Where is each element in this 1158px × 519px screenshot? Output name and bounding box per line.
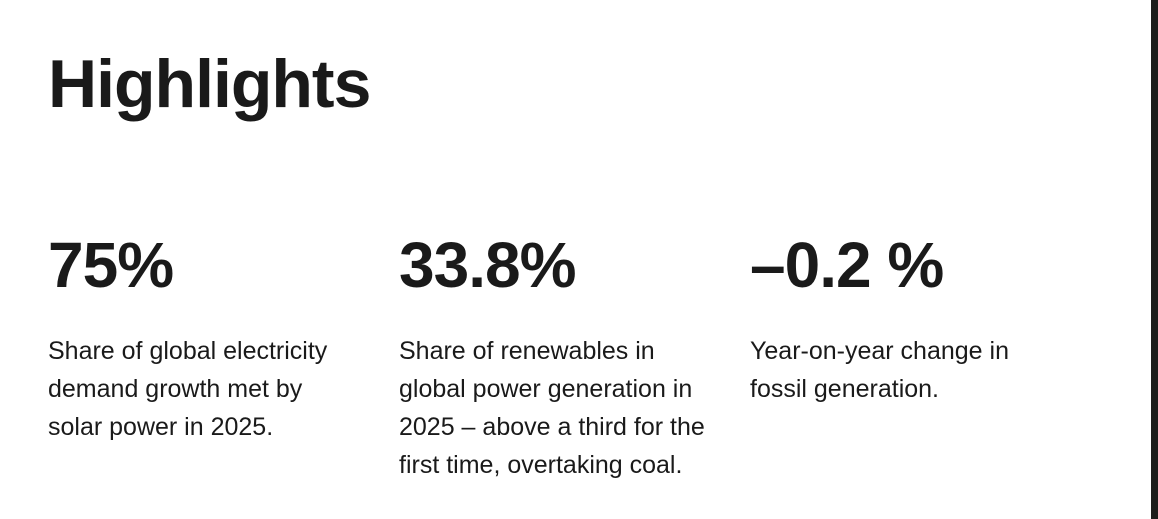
stat-description-fossil: Year-on-year change in fossil generation… [750,336,1009,403]
stat-value-fossil: –0.2 % [750,228,944,301]
section-heading: Highlights [48,46,371,122]
stat-description-renewables: Share of renewables in global power gene… [399,336,705,479]
stat-solar-demand: 75% Share of global electricity demand g… [48,228,358,484]
stat-fossil-change: –0.2 % Year-on-year change in fossil gen… [750,228,1060,484]
stat-value-solar: 75% [48,228,174,301]
stat-renewables-share: 33.8% Share of renewables in global powe… [399,228,709,484]
stat-description-solar: Share of global electricity demand growt… [48,336,328,441]
stats-row: 75% Share of global electricity demand g… [48,228,1151,484]
right-edge-bar [1151,0,1158,519]
stat-value-renewables: 33.8% [399,228,576,301]
